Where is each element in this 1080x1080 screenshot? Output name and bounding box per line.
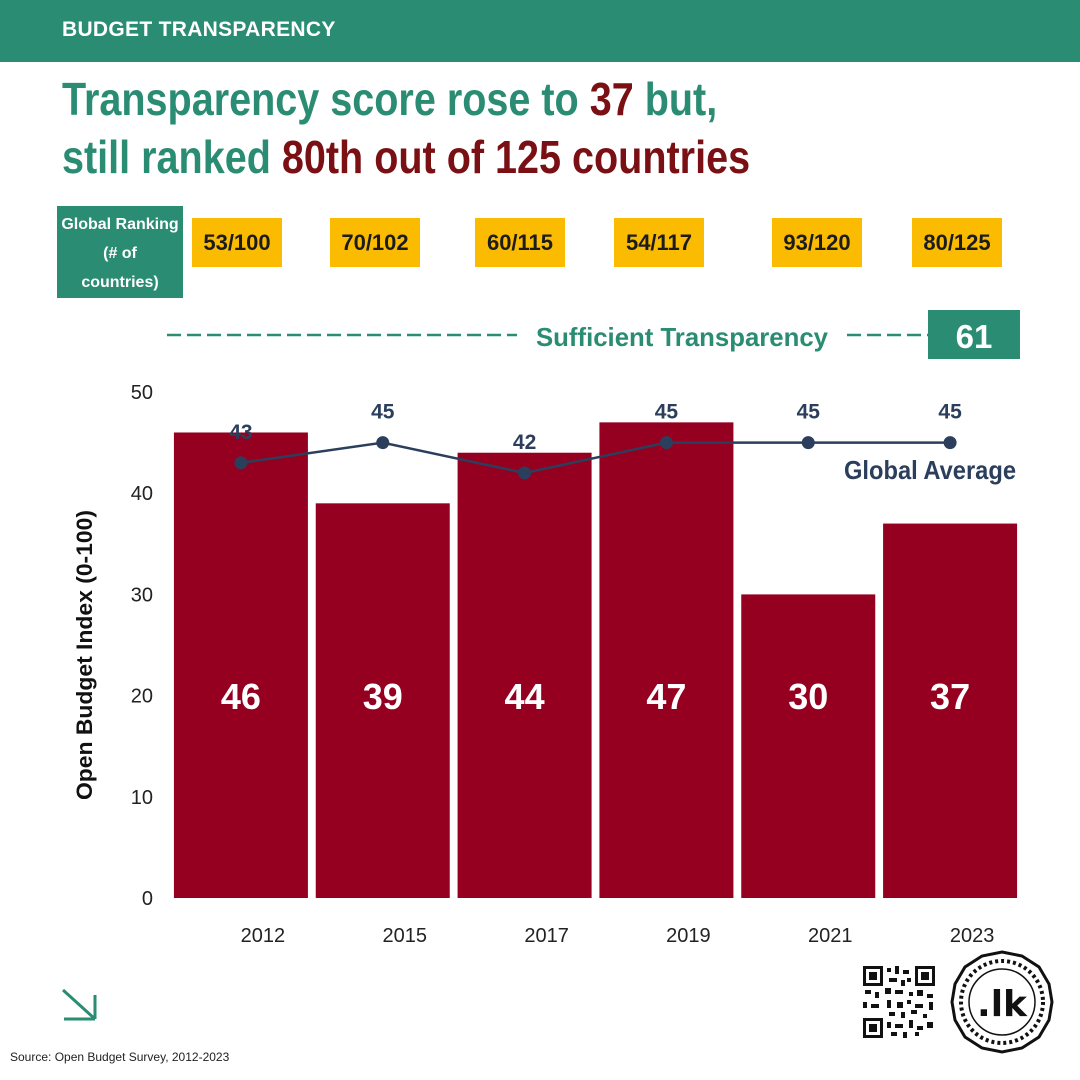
- global-average-label: 45: [655, 401, 679, 424]
- y-tick-label: 30: [131, 584, 153, 606]
- global-average-point: [234, 456, 248, 470]
- ranking-label-line: countries): [81, 274, 159, 291]
- headline: Transparency score rose to 37 but, still…: [62, 70, 905, 186]
- global-average-label: 45: [938, 401, 962, 424]
- headline-highlight-rank: 80th out of 125 countries: [281, 131, 751, 183]
- ranking-label-line: Global Ranking: [61, 216, 179, 233]
- headline-text-1: Transparency score rose to: [62, 73, 590, 125]
- bar-value-label: 37: [930, 676, 970, 717]
- ranking-box-2017: 60/115: [475, 218, 565, 267]
- global-average-label: 43: [229, 421, 252, 444]
- threshold-value: 61: [956, 318, 993, 355]
- ranking-box-2021: 93/120: [772, 218, 862, 267]
- y-tick-label: 10: [131, 787, 153, 809]
- qr-code-icon: [863, 966, 935, 1038]
- headline-line-2: still ranked 80th out of 125 countries: [62, 128, 905, 186]
- y-tick-label: 40: [131, 483, 153, 505]
- ranking-box-2012: 53/100: [192, 218, 282, 267]
- threshold-label: Sufficient Transparency: [536, 322, 829, 352]
- x-tick-label: 2015: [383, 925, 428, 947]
- global-average-point: [518, 466, 532, 480]
- x-tick-label: 2023: [950, 925, 995, 947]
- bar-value-label: 44: [505, 676, 545, 717]
- global-average-point: [659, 436, 673, 450]
- bar-2021: [741, 594, 876, 898]
- legend-global-average: Global Average: [844, 455, 1016, 485]
- brand-logo: .lk: [950, 950, 1054, 1054]
- bar-2017: [457, 452, 592, 898]
- threshold-value-box: [928, 310, 1020, 359]
- y-tick-label: 20: [131, 686, 153, 708]
- headline-highlight-score: 37: [589, 73, 634, 125]
- headline-text-2: but,: [633, 73, 718, 125]
- y-axis-label: Open Budget Index (0-100): [72, 510, 97, 800]
- bar-value-label: 46: [221, 676, 261, 717]
- source-note: Source: Open Budget Survey, 2012-2023: [10, 1050, 230, 1064]
- global-average-label: 45: [371, 401, 395, 424]
- ranking-box-2015: 70/102: [330, 218, 420, 267]
- global-average-label: 42: [513, 431, 536, 454]
- x-tick-label: 2017: [524, 925, 569, 947]
- y-tick-label: 0: [142, 888, 153, 910]
- global-average-point: [801, 436, 815, 450]
- y-tick-label: 50: [131, 382, 153, 404]
- headline-line-1: Transparency score rose to 37 but,: [62, 70, 905, 128]
- bar-value-label: 39: [363, 676, 403, 717]
- ranking-box-2019: 54/117: [614, 218, 704, 267]
- threshold-group: Sufficient Transparency 61: [167, 310, 1020, 359]
- bar-2015: [315, 503, 450, 898]
- logo-text: .lk: [977, 984, 1028, 1025]
- global-average-line: [240, 441, 951, 475]
- bar-2019: [599, 422, 734, 898]
- bar-value-label: 30: [788, 676, 828, 717]
- bar-value-label: 47: [646, 676, 686, 717]
- global-average-point: [376, 436, 390, 450]
- top-banner: BUDGET TRANSPARENCY: [0, 0, 1080, 62]
- corner-arrow-icon: [61, 988, 97, 1021]
- ranking-label-line: (# of: [103, 245, 137, 262]
- global-average-label: 45: [797, 401, 821, 424]
- x-tick-label: 2021: [808, 925, 853, 947]
- banner-label: BUDGET TRANSPARENCY: [62, 18, 336, 41]
- global-average-point: [943, 436, 957, 450]
- bar-2012: [173, 432, 308, 898]
- ranking-box-2023: 80/125: [912, 218, 1002, 267]
- headline-text-3: still ranked: [62, 131, 282, 183]
- ranking-label: Global Ranking (# of countries): [57, 206, 183, 298]
- x-tick-label: 2012: [241, 925, 286, 947]
- bar-2023: [883, 523, 1018, 898]
- x-tick-label: 2019: [666, 925, 711, 947]
